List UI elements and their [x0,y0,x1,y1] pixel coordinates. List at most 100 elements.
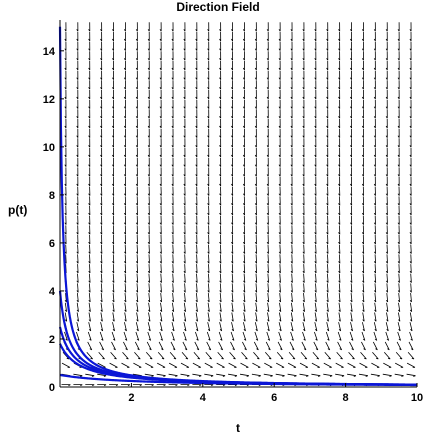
direction-arrow [385,89,388,100]
direction-arrow [183,99,186,109]
direction-arrow [97,384,107,387]
direction-arrow [64,225,67,235]
direction-arrow [243,254,246,264]
direction-arrow [123,225,126,235]
direction-arrow [397,109,400,119]
direction-arrow [231,186,234,196]
direction-arrow [397,186,400,196]
direction-arrow [207,312,210,322]
direction-arrow [350,128,352,138]
direction-arrow [338,89,341,100]
direction-arrow [112,89,114,100]
direction-arrow [171,331,175,341]
direction-arrow [326,273,329,283]
direction-arrow [278,331,282,341]
direction-arrow [147,225,150,235]
direction-arrow [253,341,259,351]
direction-arrow [159,215,162,225]
direction-arrow [207,147,210,158]
direction-arrow [123,118,126,129]
direction-arrow [207,51,210,61]
direction-arrow [323,373,333,377]
direction-arrow [361,138,364,148]
direction-arrow [385,273,388,283]
direction-arrow [123,51,126,61]
direction-arrow [123,215,126,225]
direction-arrow [278,89,281,100]
direction-arrow [207,41,210,51]
direction-arrow [338,41,341,51]
direction-arrow [147,244,150,254]
direction-arrow [373,234,376,245]
direction-arrow [171,176,174,187]
direction-arrow [350,70,352,80]
direction-arrow [195,51,198,61]
direction-arrow [290,254,293,264]
direction-arrow [243,273,246,283]
direction-arrow [350,254,353,264]
direction-arrow [171,41,174,51]
direction-arrow [147,109,150,119]
direction-arrow [229,351,236,360]
direction-arrow [147,167,150,177]
direction-arrow [302,302,305,312]
direction-arrow [88,302,91,312]
direction-arrow [183,176,186,187]
direction-arrow [147,176,150,187]
direction-arrow [171,322,175,332]
direction-arrow [85,373,95,377]
direction-arrow [350,147,352,158]
direction-arrow [266,244,269,254]
direction-arrow [88,60,91,71]
direction-arrow [64,234,67,245]
direction-arrow [302,196,305,206]
direction-arrow [171,80,174,90]
direction-arrow [290,41,293,51]
direction-arrow [147,138,150,148]
direction-arrow [171,89,174,100]
direction-arrow [338,302,341,312]
direction-arrow [171,196,174,206]
direction-arrow [207,244,210,254]
direction-arrow [192,384,202,387]
direction-arrow [290,80,293,90]
direction-arrow [135,118,138,129]
direction-arrow [219,109,222,119]
direction-arrow [397,51,400,61]
direction-arrow [385,205,388,216]
direction-arrow [195,234,198,245]
direction-arrow [372,351,379,360]
direction-arrow [385,234,388,245]
x-axis-ticks: 2 4 6 8 10 [128,383,423,404]
direction-arrow [219,225,222,235]
direction-arrow [278,60,281,71]
direction-arrow [326,312,329,322]
direction-arrow [183,302,186,312]
direction-arrow [124,293,127,303]
direction-arrow [299,373,309,377]
direction-arrow [231,196,234,206]
direction-arrow [373,273,377,283]
direction-arrow [147,31,150,42]
direction-arrow [62,351,70,360]
direction-arrow [397,283,400,293]
direction-arrow [302,322,306,332]
direction-arrow [371,362,380,368]
direction-arrow [314,302,317,312]
direction-arrow [397,176,400,187]
direction-arrow [147,293,151,303]
direction-arrow [287,362,297,368]
direction-arrow [312,351,320,360]
direction-arrow [397,293,400,303]
direction-arrow [302,293,305,303]
direction-arrow [385,215,388,225]
direction-arrow [311,362,320,368]
direction-arrow [266,157,269,167]
direction-arrow [386,302,389,312]
direction-arrow [76,302,79,312]
direction-arrow [385,254,388,264]
direction-arrow [183,89,186,100]
direction-arrow [278,80,281,90]
direction-arrow [362,264,365,274]
direction-arrow [300,351,308,360]
